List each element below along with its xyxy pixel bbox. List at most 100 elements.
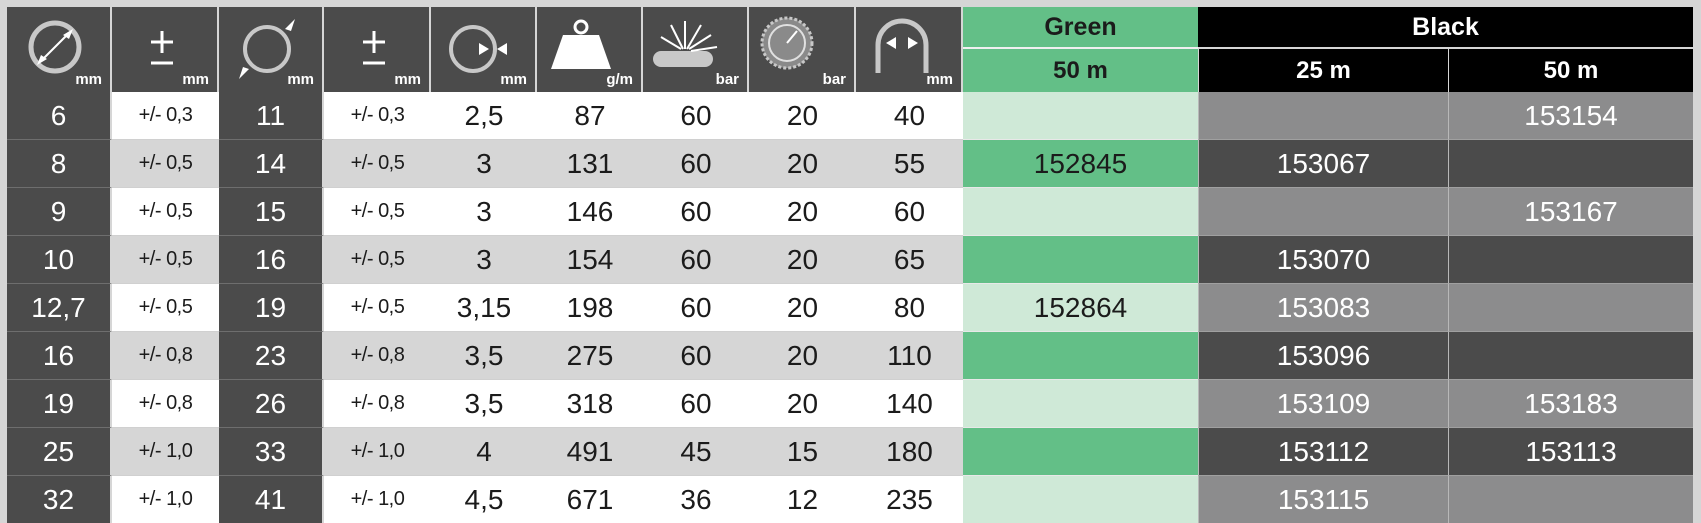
cell-weight: 318	[537, 379, 643, 427]
cell-wall-thickness: 3	[431, 139, 537, 187]
cell-inner-tolerance: +/- 0,5	[112, 187, 219, 235]
cell-black-25m: 153109	[1198, 379, 1448, 427]
cell-bend-radius: 140	[856, 379, 963, 427]
cell-green-50m: 152845	[963, 139, 1198, 187]
cell-outer-tolerance: +/- 0,5	[324, 283, 431, 331]
cell-burst-pressure: 36	[643, 475, 749, 523]
cell-black-25m: 153083	[1198, 283, 1448, 331]
cell-inner-tolerance: +/- 0,5	[112, 235, 219, 283]
col-working-pressure: bar	[749, 7, 856, 92]
cell-black-50m	[1448, 235, 1693, 283]
cell-black-25m: 153112	[1198, 427, 1448, 475]
cell-wall-thickness: 3	[431, 235, 537, 283]
cell-outer-tolerance: +/- 0,8	[324, 379, 431, 427]
cell-black-50m	[1448, 475, 1693, 523]
cell-inner-diameter: 8	[7, 139, 112, 187]
cell-bend-radius: 80	[856, 283, 963, 331]
green-50m-header: 50 m	[963, 47, 1198, 92]
col-burst-pressure: bar	[643, 7, 749, 92]
cell-outer-diameter: 33	[219, 427, 324, 475]
cell-inner-diameter: 9	[7, 187, 112, 235]
cell-burst-pressure: 45	[643, 427, 749, 475]
weight-icon	[551, 19, 611, 69]
hose-spec-table: mm mm mm	[7, 7, 1693, 523]
cell-outer-diameter: 23	[219, 331, 324, 379]
cell-inner-tolerance: +/- 1,0	[112, 427, 219, 475]
cell-wall-thickness: 4,5	[431, 475, 537, 523]
cell-working-pressure: 20	[749, 235, 856, 283]
cell-black-25m: 153115	[1198, 475, 1448, 523]
cell-green-50m	[963, 379, 1198, 427]
cell-green-50m	[963, 475, 1198, 523]
col-inner-diameter: mm	[7, 7, 112, 92]
cell-bend-radius: 180	[856, 427, 963, 475]
cell-burst-pressure: 60	[643, 235, 749, 283]
cell-weight: 275	[537, 331, 643, 379]
cell-working-pressure: 12	[749, 475, 856, 523]
cell-working-pressure: 20	[749, 331, 856, 379]
cell-green-50m	[963, 187, 1198, 235]
cell-outer-tolerance: +/- 0,3	[324, 92, 431, 139]
cell-weight: 671	[537, 475, 643, 523]
cell-outer-diameter: 14	[219, 139, 324, 187]
cell-inner-diameter: 6	[7, 92, 112, 139]
col-outer-tolerance: mm	[324, 7, 431, 92]
cell-black-25m: 153067	[1198, 139, 1448, 187]
cell-wall-thickness: 3,5	[431, 379, 537, 427]
cell-black-25m: 153096	[1198, 331, 1448, 379]
black-25m-header: 25 m	[1198, 47, 1448, 92]
cell-outer-diameter: 11	[219, 92, 324, 139]
cell-wall-thickness: 2,5	[431, 92, 537, 139]
pressure-gauge-icon	[760, 16, 814, 70]
cell-bend-radius: 40	[856, 92, 963, 139]
unit-label: bar	[822, 71, 846, 88]
cell-black-50m: 153154	[1448, 92, 1693, 139]
cell-wall-thickness: 3,15	[431, 283, 537, 331]
unit-label: mm	[182, 71, 209, 88]
cell-bend-radius: 65	[856, 235, 963, 283]
unit-label: bar	[715, 71, 739, 88]
unit-label: mm	[394, 71, 421, 88]
cell-outer-diameter: 15	[219, 187, 324, 235]
header-row: mm mm mm	[7, 7, 1693, 92]
cell-outer-tolerance: +/- 1,0	[324, 427, 431, 475]
cell-weight: 198	[537, 283, 643, 331]
cell-inner-tolerance: +/- 1,0	[112, 475, 219, 523]
cell-burst-pressure: 60	[643, 187, 749, 235]
cell-burst-pressure: 60	[643, 139, 749, 187]
black-50m-header: 50 m	[1448, 47, 1693, 92]
cell-outer-tolerance: +/- 0,5	[324, 235, 431, 283]
cell-working-pressure: 20	[749, 92, 856, 139]
bend-radius-icon	[875, 18, 929, 73]
cell-weight: 87	[537, 92, 643, 139]
unit-label: g/m	[606, 71, 633, 88]
cell-black-50m	[1448, 283, 1693, 331]
cell-inner-diameter: 19	[7, 379, 112, 427]
cell-working-pressure: 20	[749, 283, 856, 331]
cell-bend-radius: 235	[856, 475, 963, 523]
cell-outer-tolerance: +/- 0,5	[324, 139, 431, 187]
table-row: 10 +/- 0,5 16 +/- 0,5 3 154 60 20 65 153070	[7, 235, 1693, 283]
cell-burst-pressure: 60	[643, 379, 749, 427]
burst-pressure-icon	[653, 21, 718, 67]
unit-label: mm	[287, 71, 314, 88]
cell-wall-thickness: 3,5	[431, 331, 537, 379]
cell-black-25m	[1198, 92, 1448, 139]
cell-weight: 154	[537, 235, 643, 283]
cell-bend-radius: 55	[856, 139, 963, 187]
cell-green-50m	[963, 331, 1198, 379]
unit-label: mm	[500, 71, 527, 88]
cell-black-50m	[1448, 139, 1693, 187]
group-green-header: Green	[963, 7, 1198, 47]
table-row: 8 +/- 0,5 14 +/- 0,5 3 131 60 20 55 152845 153067	[7, 139, 1693, 187]
wall-thickness-icon	[449, 25, 507, 73]
cell-bend-radius: 110	[856, 331, 963, 379]
cell-wall-thickness: 4	[431, 427, 537, 475]
col-outer-diameter: mm	[219, 7, 324, 92]
cell-weight: 146	[537, 187, 643, 235]
cell-green-50m	[963, 427, 1198, 475]
cell-black-50m	[1448, 331, 1693, 379]
col-weight: g/m	[537, 7, 643, 92]
cell-inner-diameter: 12,7	[7, 283, 112, 331]
cell-inner-diameter: 10	[7, 235, 112, 283]
